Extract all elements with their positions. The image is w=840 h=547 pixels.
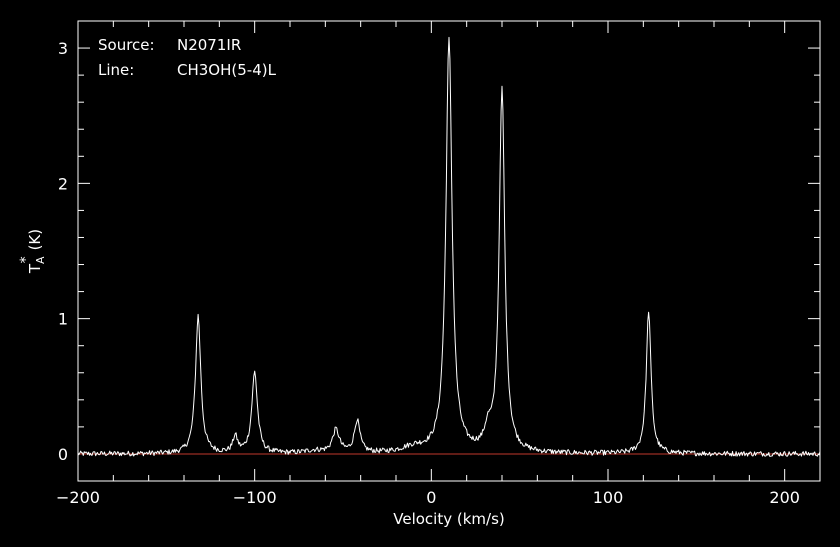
y-axis-title-sup: *: [18, 256, 34, 263]
x-tick-label: −100: [233, 488, 277, 507]
y-tick-label: 1: [58, 310, 68, 329]
spectrum-layer: [77, 36, 821, 457]
line-key: Line:: [98, 61, 134, 79]
line-value: CH3OH(5-4)L: [177, 61, 277, 79]
y-tick-label: 2: [58, 174, 68, 193]
svg-text:TA*(K): TA* (K): [18, 229, 47, 274]
y-axis-title-sub: A: [34, 256, 47, 264]
x-axis-title: Velocity (km/s): [393, 510, 504, 528]
x-tick-label: −200: [56, 488, 100, 507]
x-tick-label: 100: [593, 488, 624, 507]
y-tick-label: 0: [58, 445, 68, 464]
ticks-layer: −200 −100 0 100 200 0 1 2 3: [56, 20, 821, 507]
spectrum-line-0: [77, 36, 821, 457]
plot-frame: [77, 20, 821, 482]
x-tick-label: 0: [426, 488, 436, 507]
source-key: Source:: [98, 36, 155, 54]
y-axis-title-main: T: [26, 263, 44, 274]
source-value: N2071IR: [177, 36, 241, 54]
annotation-block: Source: N2071IR Line: CH3OH(5-4)L: [98, 36, 277, 79]
y-axis-title: TA* (K): [18, 229, 47, 274]
y-axis-title-unit: (K): [26, 229, 44, 251]
x-tick-label: 200: [769, 488, 800, 507]
y-tick-label: 3: [58, 39, 68, 58]
